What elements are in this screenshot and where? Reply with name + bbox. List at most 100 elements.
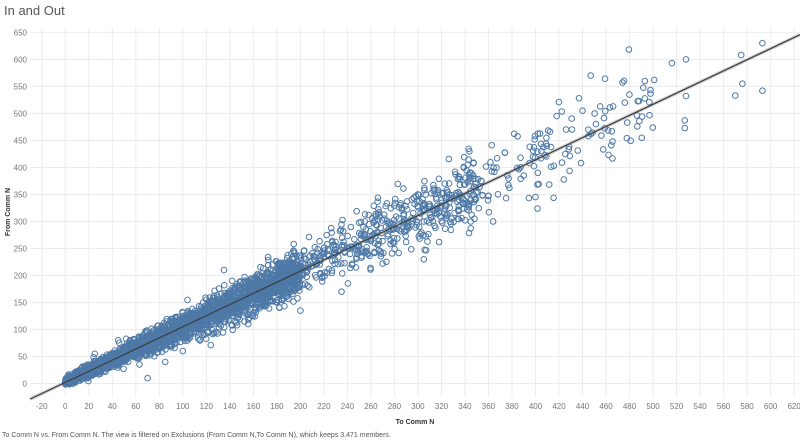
data-point[interactable] [280, 269, 288, 277]
data-point[interactable] [380, 211, 388, 218]
data-point[interactable] [219, 329, 227, 336]
data-point[interactable] [414, 202, 421, 210]
data-point[interactable] [575, 95, 583, 102]
data-point[interactable] [438, 190, 446, 197]
data-point[interactable] [468, 211, 476, 219]
data-point[interactable] [371, 239, 379, 247]
data-point[interactable] [547, 163, 555, 171]
data-point[interactable] [224, 289, 232, 297]
data-point[interactable] [517, 164, 524, 171]
data-point[interactable] [311, 256, 319, 264]
data-point[interactable] [206, 298, 214, 305]
data-point[interactable] [596, 103, 604, 110]
data-point[interactable] [323, 240, 331, 248]
data-point[interactable] [608, 128, 616, 135]
data-point[interactable] [331, 256, 339, 264]
data-point[interactable] [253, 296, 260, 303]
data-point[interactable] [338, 234, 346, 241]
data-point[interactable] [362, 226, 370, 233]
data-point[interactable] [621, 99, 629, 106]
data-point[interactable] [423, 217, 431, 225]
data-point[interactable] [154, 327, 161, 335]
data-point[interactable] [608, 142, 615, 149]
scatter-chart[interactable]: -20 0 20 40 60 80 100 120 140 160 180 200 220 240 260 2… [0, 0, 800, 432]
data-point[interactable] [534, 169, 542, 177]
data-point[interactable] [372, 210, 380, 218]
data-point[interactable] [604, 127, 612, 134]
data-point[interactable] [558, 108, 566, 115]
data-point[interactable] [241, 273, 248, 281]
data-point[interactable] [266, 286, 274, 294]
data-point[interactable] [361, 218, 369, 225]
data-point[interactable] [290, 240, 298, 248]
data-point[interactable] [303, 273, 311, 281]
data-point[interactable] [534, 205, 541, 212]
data-point[interactable] [370, 202, 378, 210]
data-point[interactable] [236, 316, 243, 323]
data-point[interactable] [439, 189, 447, 197]
data-point[interactable] [144, 374, 151, 382]
data-point[interactable] [506, 184, 513, 192]
data-point[interactable] [441, 225, 449, 232]
data-point[interactable] [626, 91, 633, 98]
data-point[interactable] [146, 351, 154, 359]
data-point[interactable] [466, 175, 473, 183]
data-point[interactable] [228, 277, 236, 285]
data-point[interactable] [233, 321, 241, 329]
data-point[interactable] [290, 298, 297, 305]
data-point[interactable] [293, 278, 301, 286]
data-point[interactable] [193, 312, 201, 320]
data-point[interactable] [545, 181, 553, 188]
data-point[interactable] [530, 162, 538, 170]
data-point[interactable] [318, 278, 326, 285]
data-point[interactable] [216, 316, 224, 324]
data-point[interactable] [463, 167, 470, 174]
data-point[interactable] [609, 138, 616, 145]
data-point[interactable] [555, 98, 563, 106]
data-point[interactable] [641, 95, 649, 102]
data-point[interactable] [171, 344, 178, 352]
data-point[interactable] [351, 236, 358, 243]
data-point[interactable] [163, 336, 170, 343]
data-point[interactable] [204, 316, 211, 323]
data-point[interactable] [220, 266, 228, 274]
data-point[interactable] [286, 264, 294, 271]
data-point[interactable] [355, 219, 363, 226]
data-point[interactable] [230, 287, 238, 295]
data-point[interactable] [97, 355, 104, 363]
data-point[interactable] [275, 290, 283, 298]
data-point[interactable] [646, 98, 653, 106]
data-point[interactable] [220, 318, 227, 325]
data-point[interactable] [681, 117, 689, 124]
data-point[interactable] [445, 180, 453, 187]
data-point[interactable] [184, 296, 191, 304]
data-point[interactable] [737, 51, 745, 59]
data-point[interactable] [250, 310, 257, 317]
data-point[interactable] [619, 79, 626, 86]
data-point[interactable] [383, 258, 390, 266]
data-point[interactable] [86, 364, 93, 371]
data-point[interactable] [338, 288, 345, 296]
data-point[interactable] [292, 261, 300, 269]
data-point[interactable] [384, 230, 392, 238]
data-point[interactable] [638, 134, 646, 142]
data-point[interactable] [513, 164, 521, 172]
data-point[interactable] [489, 218, 497, 225]
data-point[interactable] [336, 227, 344, 235]
data-point[interactable] [204, 329, 212, 337]
data-point[interactable] [221, 281, 228, 289]
data-point[interactable] [560, 176, 568, 183]
data-point[interactable] [408, 196, 416, 203]
data-point[interactable] [271, 272, 278, 279]
data-point[interactable] [601, 107, 609, 115]
data-point[interactable] [623, 119, 631, 126]
data-point[interactable] [137, 337, 144, 344]
data-point[interactable] [424, 238, 431, 245]
data-point[interactable] [286, 266, 294, 273]
data-point[interactable] [466, 200, 473, 208]
data-point[interactable] [280, 290, 287, 298]
data-point[interactable] [215, 285, 223, 292]
data-point[interactable] [585, 126, 592, 133]
data-point[interactable] [323, 231, 330, 239]
data-point[interactable] [462, 174, 470, 181]
